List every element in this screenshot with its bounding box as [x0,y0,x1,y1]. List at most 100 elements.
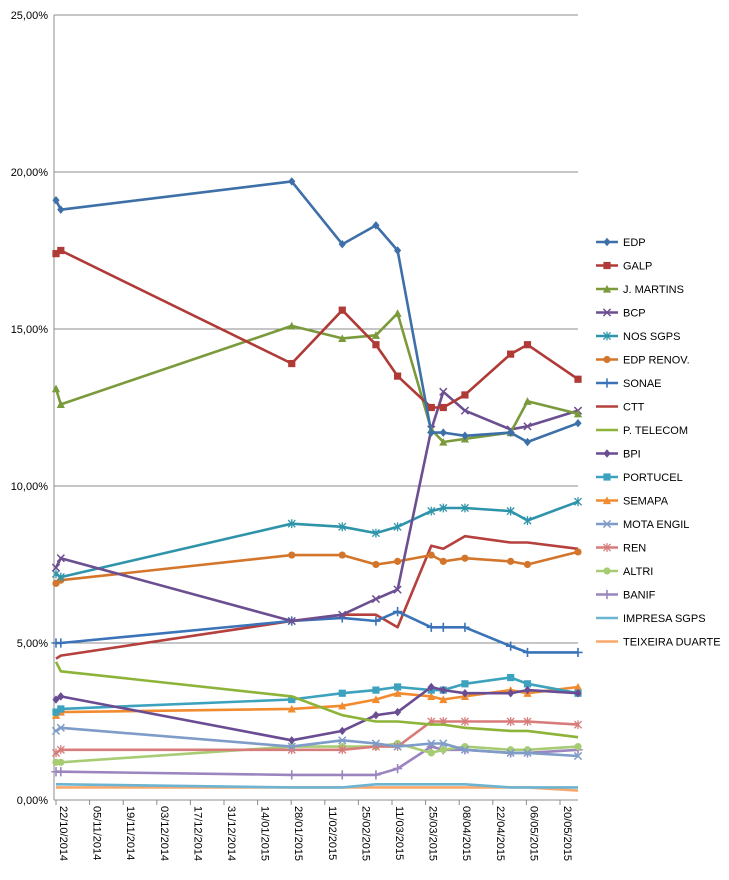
legend-item: SONAE [596,378,662,390]
data-point [56,745,65,755]
data-point [439,437,448,446]
legend-item: P. TELECOM [596,425,688,437]
x-tick-label: 14/01/2015 [259,806,271,861]
data-point [523,422,532,431]
data-point [460,503,469,513]
x-tick-label: 11/02/2015 [326,806,338,860]
series-semapa [51,682,583,719]
data-point [372,341,380,349]
legend-item: SEMAPA [596,496,669,508]
data-point [602,284,612,293]
data-point [393,372,402,380]
series-ctt [55,534,579,660]
data-point [461,554,469,562]
x-tick-label: 19/11/2014 [124,806,136,860]
data-point [372,221,380,230]
data-point [522,647,533,658]
data-point [523,560,532,569]
data-point [438,622,448,632]
data-point [371,616,381,626]
legend-label: REN [623,543,646,555]
data-point [506,717,515,726]
data-point [573,409,583,418]
data-point [51,569,61,579]
data-point [603,449,611,458]
data-point [393,683,402,691]
data-point [371,770,381,780]
data-point [371,739,381,748]
data-point [573,682,583,691]
x-tick-label: 25/03/2015 [427,806,439,861]
legend-item: J. MARTINS [596,284,684,296]
data-point [338,522,347,532]
data-point [288,695,296,704]
legend-label: EDP RENOV. [623,355,690,367]
x-tick-label: 22/04/2015 [494,806,506,861]
legend-item: PORTUCEL [596,472,683,484]
data-point [52,250,60,258]
data-point [574,375,582,383]
data-point [392,607,403,617]
data-point [57,246,65,255]
legend-item: EDP [596,237,646,249]
data-point [603,261,611,270]
legend-item: NOS SGPS [596,331,680,343]
data-point [393,309,402,317]
data-point [460,622,470,632]
data-point [338,736,347,745]
data-point [574,689,582,698]
series-layer [51,177,583,792]
data-point [393,707,402,717]
y-tick-label: 25,00% [11,10,49,22]
series-line [55,500,579,579]
data-point [371,331,381,339]
series-line [55,685,579,717]
series-p-telecom [54,661,579,739]
legend-label: BANIF [623,590,656,602]
data-point [338,726,346,736]
legend-item: GALP [596,261,652,273]
data-point [602,519,612,529]
data-point [603,355,611,364]
x-tick-label: 08/04/2015 [460,806,472,861]
x-tick-label: 05/11/2014 [91,806,103,860]
data-point [56,767,66,777]
data-point [287,770,297,780]
legend-label: EDP [623,237,646,249]
legend-label: ALTRI [623,566,653,578]
data-point [393,246,402,255]
legend-item: IMPRESA SGPS [596,613,706,625]
data-point [506,641,516,651]
data-point [439,746,447,754]
y-tick-label: 0,00% [17,795,48,807]
series-impresa-sgps [56,782,578,789]
data-point [338,610,347,619]
data-point [287,519,296,529]
data-point [523,748,532,758]
legend-label: SEMAPA [623,496,669,508]
data-point [287,616,296,626]
data-point [338,701,347,710]
data-point [288,359,296,368]
series-line [55,720,579,754]
series-mota-engil [51,723,583,761]
legend-item: CTT [596,402,645,414]
data-point [427,403,435,412]
data-point [439,428,447,437]
data-point [427,749,435,757]
data-point [427,739,436,748]
data-point [52,196,60,205]
data-point [507,689,515,698]
legend-item: EDP RENOV. [596,355,690,367]
data-point [51,748,61,758]
data-point [427,506,436,516]
legend-item: TEIXEIRA DUARTE [596,637,721,649]
data-point [439,695,448,704]
legend-label: P. TELECOM [623,425,688,437]
series-line [55,726,579,758]
data-point [603,473,611,481]
data-point [52,708,60,716]
data-point [602,496,612,505]
x-tick-label: 22/10/2014 [57,806,69,861]
data-point [372,711,380,720]
